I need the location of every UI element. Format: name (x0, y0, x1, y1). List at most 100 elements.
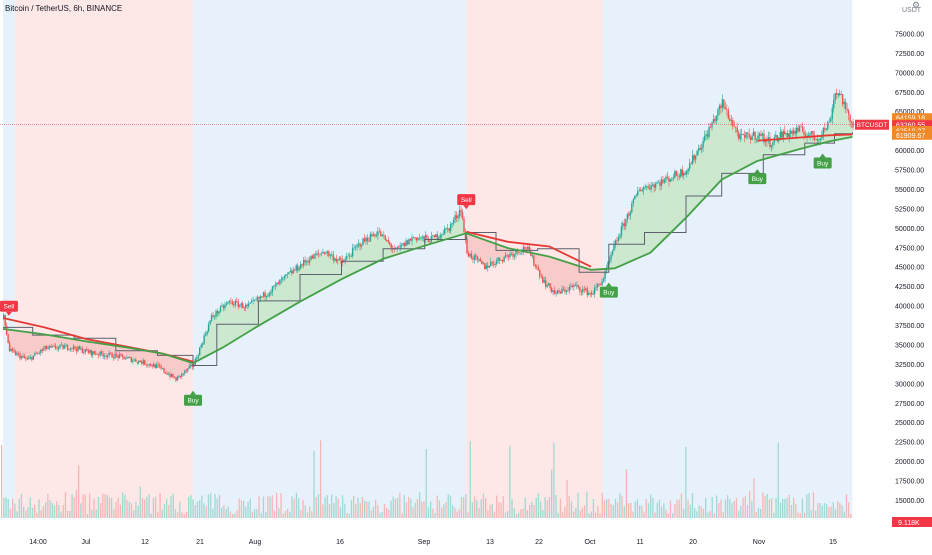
cloud-slice (647, 186, 650, 255)
x-tick-label: Oct (585, 539, 596, 546)
cloud-slice (243, 306, 246, 335)
candle-body (464, 232, 467, 240)
candle-body (426, 235, 428, 238)
candle-body (583, 289, 585, 290)
volume-bar (456, 511, 458, 518)
cloud-slice (593, 269, 596, 291)
cloud-slice (348, 254, 351, 276)
candle-body (120, 354, 122, 355)
cloud-slice (460, 208, 463, 236)
volume-bar (67, 510, 69, 518)
cloud-slice (773, 139, 776, 157)
candle-body (54, 345, 57, 349)
cloud-slice (240, 305, 243, 337)
candle-body (785, 132, 787, 134)
volume-bar (524, 497, 526, 518)
candle-body (56, 348, 58, 350)
volume-bar (828, 507, 830, 518)
cloud-slice (117, 346, 120, 357)
cloud-slice (127, 347, 130, 359)
candle-body (645, 186, 648, 187)
volume-bar (291, 496, 293, 518)
volume-bar (379, 512, 381, 518)
cloud-slice (276, 284, 279, 316)
volume-bar (586, 491, 588, 518)
volume-bar (458, 509, 460, 518)
candle-body (412, 237, 415, 238)
signal-label: Buy (603, 290, 615, 297)
cloud-slice (574, 264, 577, 287)
cloud-slice (163, 353, 166, 372)
cloud-slice (616, 239, 619, 268)
volume-bar (427, 507, 430, 518)
cloud-slice (527, 250, 530, 253)
cloud-slice (797, 130, 800, 150)
cloud-slice (322, 251, 325, 290)
cloud-slice (789, 132, 792, 152)
candle-body (155, 364, 158, 369)
cloud-slice (152, 351, 155, 366)
candle-body (718, 105, 721, 110)
cloud-slice (53, 335, 56, 348)
cloud-slice (323, 251, 326, 289)
candle-body (684, 173, 686, 175)
settings-gear-icon[interactable]: ⚙ (912, 0, 921, 10)
cloud-slice (740, 138, 743, 170)
candle-body (714, 119, 716, 122)
cloud-slice (708, 129, 711, 194)
cloud-slice (547, 256, 550, 287)
candle-body (503, 257, 505, 262)
candle-body (368, 241, 370, 242)
volume-bar (346, 513, 348, 518)
candle-body (491, 262, 493, 264)
cloud-slice (648, 185, 651, 254)
cloud-slice (14, 330, 17, 354)
volume-bar (834, 508, 837, 518)
cloud-slice (699, 146, 702, 204)
candle-body (298, 268, 300, 271)
volume-bar (691, 492, 694, 518)
cloud-slice (129, 347, 132, 360)
volume-bar (469, 441, 471, 518)
candle-body (448, 228, 450, 232)
cloud-slice (335, 258, 338, 283)
cloud-slice (72, 339, 75, 348)
signal-arrow (5, 311, 12, 316)
candle-body (668, 177, 670, 182)
y-tick-label: 42500.00 (895, 284, 924, 291)
candle-body (175, 377, 177, 381)
volume-bar (744, 496, 746, 518)
candle-body (78, 346, 81, 350)
candle-body (253, 299, 256, 301)
cloud-slice (504, 247, 507, 257)
candle-body (708, 127, 710, 137)
candle-body (743, 135, 746, 138)
candle-body (669, 179, 672, 182)
volume-bar (447, 494, 449, 518)
volume-bar (53, 505, 56, 518)
cloud-slice (301, 263, 304, 301)
volume-bar (826, 503, 828, 518)
volume-bar (678, 499, 680, 518)
cloud-slice (228, 301, 231, 344)
volume-bar (203, 503, 205, 518)
volume-bar (287, 509, 289, 518)
candle-body (570, 286, 572, 288)
signal-box (184, 394, 203, 406)
cloud-slice (259, 297, 262, 325)
volume-bar (317, 494, 320, 518)
volume-bar (557, 512, 559, 518)
cloud-slice (693, 156, 696, 210)
volume-bar (590, 511, 592, 518)
candle-body (715, 115, 718, 122)
cloud-slice (694, 153, 697, 209)
volume-bar (680, 493, 683, 518)
cloud-slice (237, 304, 240, 339)
volume-bar (786, 497, 788, 518)
volume-bar (559, 498, 562, 518)
candle-body (417, 237, 419, 241)
cloud-slice (461, 219, 464, 235)
candle-body (403, 243, 406, 246)
